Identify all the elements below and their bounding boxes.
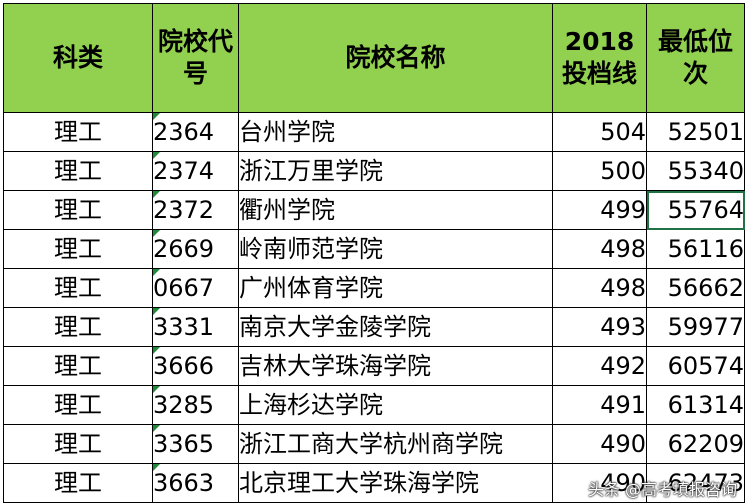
cell-category[interactable]: 理工 (3, 229, 153, 269)
spreadsheet-table: 科类 院校代号 院校名称 2018投档线 最低位次 理工 2364 台州学院 504 5… (3, 3, 745, 503)
number-as-text-indicator-icon (153, 152, 160, 159)
cell-name[interactable]: 北京理工大学珠海学院 (238, 463, 553, 503)
cell-code-text: 2372 (153, 196, 215, 224)
cell-rank[interactable]: 60574 (646, 346, 745, 386)
header-rank[interactable]: 最低位次 (646, 3, 745, 113)
cell-rank[interactable]: 52501 (646, 112, 745, 152)
cell-code-text: 3285 (153, 391, 215, 419)
cell-category[interactable]: 理工 (3, 424, 153, 464)
cell-rank[interactable]: 55340 (646, 151, 745, 191)
cell-category[interactable]: 理工 (3, 463, 153, 503)
cell-name[interactable]: 广州体育学院 (238, 268, 553, 308)
cell-category[interactable]: 理工 (3, 385, 153, 425)
header-name[interactable]: 院校名称 (238, 3, 553, 113)
table-row: 理工 0667 广州体育学院 498 56662 (3, 268, 745, 308)
cell-score[interactable]: 500 (552, 151, 647, 191)
cell-name[interactable]: 吉林大学珠海学院 (238, 346, 553, 386)
header-row: 科类 院校代号 院校名称 2018投档线 最低位次 (3, 3, 745, 113)
cell-rank[interactable]: 56116 (646, 229, 745, 269)
cell-code-text: 2364 (153, 118, 215, 146)
table-row: 理工 3285 上海杉达学院 491 61314 (3, 385, 745, 425)
number-as-text-indicator-icon (153, 386, 160, 393)
cell-rank[interactable]: 56662 (646, 268, 745, 308)
cell-score[interactable]: 504 (552, 112, 647, 152)
cell-name[interactable]: 上海杉达学院 (238, 385, 553, 425)
cell-score[interactable]: 493 (552, 307, 647, 347)
cell-code-text: 2669 (153, 235, 215, 263)
cell-rank[interactable]: 59977 (646, 307, 745, 347)
header-code[interactable]: 院校代号 (152, 3, 239, 113)
cell-code-text: 3666 (153, 352, 215, 380)
cell-code[interactable]: 2364 (152, 112, 239, 152)
cell-code[interactable]: 2372 (152, 190, 239, 230)
cell-rank[interactable]: 61314 (646, 385, 745, 425)
cell-name[interactable]: 浙江工商大学杭州商学院 (238, 424, 553, 464)
table-row: 理工 2364 台州学院 504 52501 (3, 112, 745, 152)
table-row: 理工 3666 吉林大学珠海学院 492 60574 (3, 346, 745, 386)
cell-code[interactable]: 3666 (152, 346, 239, 386)
cell-score[interactable]: 491 (552, 385, 647, 425)
cell-name[interactable]: 台州学院 (238, 112, 553, 152)
cell-code-text: 3365 (153, 430, 215, 458)
cell-code[interactable]: 3365 (152, 424, 239, 464)
table-row: 理工 3331 南京大学金陵学院 493 59977 (3, 307, 745, 347)
cell-score[interactable]: 498 (552, 268, 647, 308)
cell-category[interactable]: 理工 (3, 190, 153, 230)
cell-category[interactable]: 理工 (3, 151, 153, 191)
cell-score[interactable]: 490 (552, 424, 647, 464)
table-row: 理工 2374 浙江万里学院 500 55340 (3, 151, 745, 191)
cell-code-text: 3663 (153, 469, 215, 497)
cell-code[interactable]: 0667 (152, 268, 239, 308)
cell-code[interactable]: 3285 (152, 385, 239, 425)
cell-category[interactable]: 理工 (3, 307, 153, 347)
cell-rank[interactable]: 62473 (646, 463, 745, 503)
cell-category[interactable]: 理工 (3, 346, 153, 386)
cell-code-text: 2374 (153, 157, 215, 185)
number-as-text-indicator-icon (153, 269, 160, 276)
cell-code-text: 0667 (153, 274, 215, 302)
cell-code[interactable]: 2374 (152, 151, 239, 191)
cell-score[interactable]: 492 (552, 346, 647, 386)
cell-name[interactable]: 南京大学金陵学院 (238, 307, 553, 347)
number-as-text-indicator-icon (153, 113, 160, 120)
cell-name[interactable]: 衢州学院 (238, 190, 553, 230)
number-as-text-indicator-icon (153, 308, 160, 315)
number-as-text-indicator-icon (153, 464, 160, 471)
table-row: 理工 3663 北京理工大学珠海学院 490 62473 (3, 463, 745, 503)
number-as-text-indicator-icon (153, 425, 160, 432)
cell-name[interactable]: 浙江万里学院 (238, 151, 553, 191)
header-category[interactable]: 科类 (3, 3, 153, 113)
number-as-text-indicator-icon (153, 191, 160, 198)
table-row: 理工 3365 浙江工商大学杭州商学院 490 62209 (3, 424, 745, 464)
cell-score[interactable]: 498 (552, 229, 647, 269)
number-as-text-indicator-icon (153, 347, 160, 354)
table-row: 理工 2372 衢州学院 499 55764 (3, 190, 745, 230)
cell-code-text: 3331 (153, 313, 215, 341)
cell-rank[interactable]: 62209 (646, 424, 745, 464)
cell-code[interactable]: 2669 (152, 229, 239, 269)
cell-name[interactable]: 岭南师范学院 (238, 229, 553, 269)
cell-code[interactable]: 3663 (152, 463, 239, 503)
cell-score[interactable]: 499 (552, 190, 647, 230)
table-row: 理工 2669 岭南师范学院 498 56116 (3, 229, 745, 269)
watermark: 头条 @高考填报咨询 (587, 480, 737, 499)
cell-rank[interactable]: 55764 (646, 190, 745, 230)
number-as-text-indicator-icon (153, 230, 160, 237)
header-score[interactable]: 2018投档线 (552, 3, 647, 113)
cell-category[interactable]: 理工 (3, 268, 153, 308)
cell-code[interactable]: 3331 (152, 307, 239, 347)
cell-category[interactable]: 理工 (3, 112, 153, 152)
